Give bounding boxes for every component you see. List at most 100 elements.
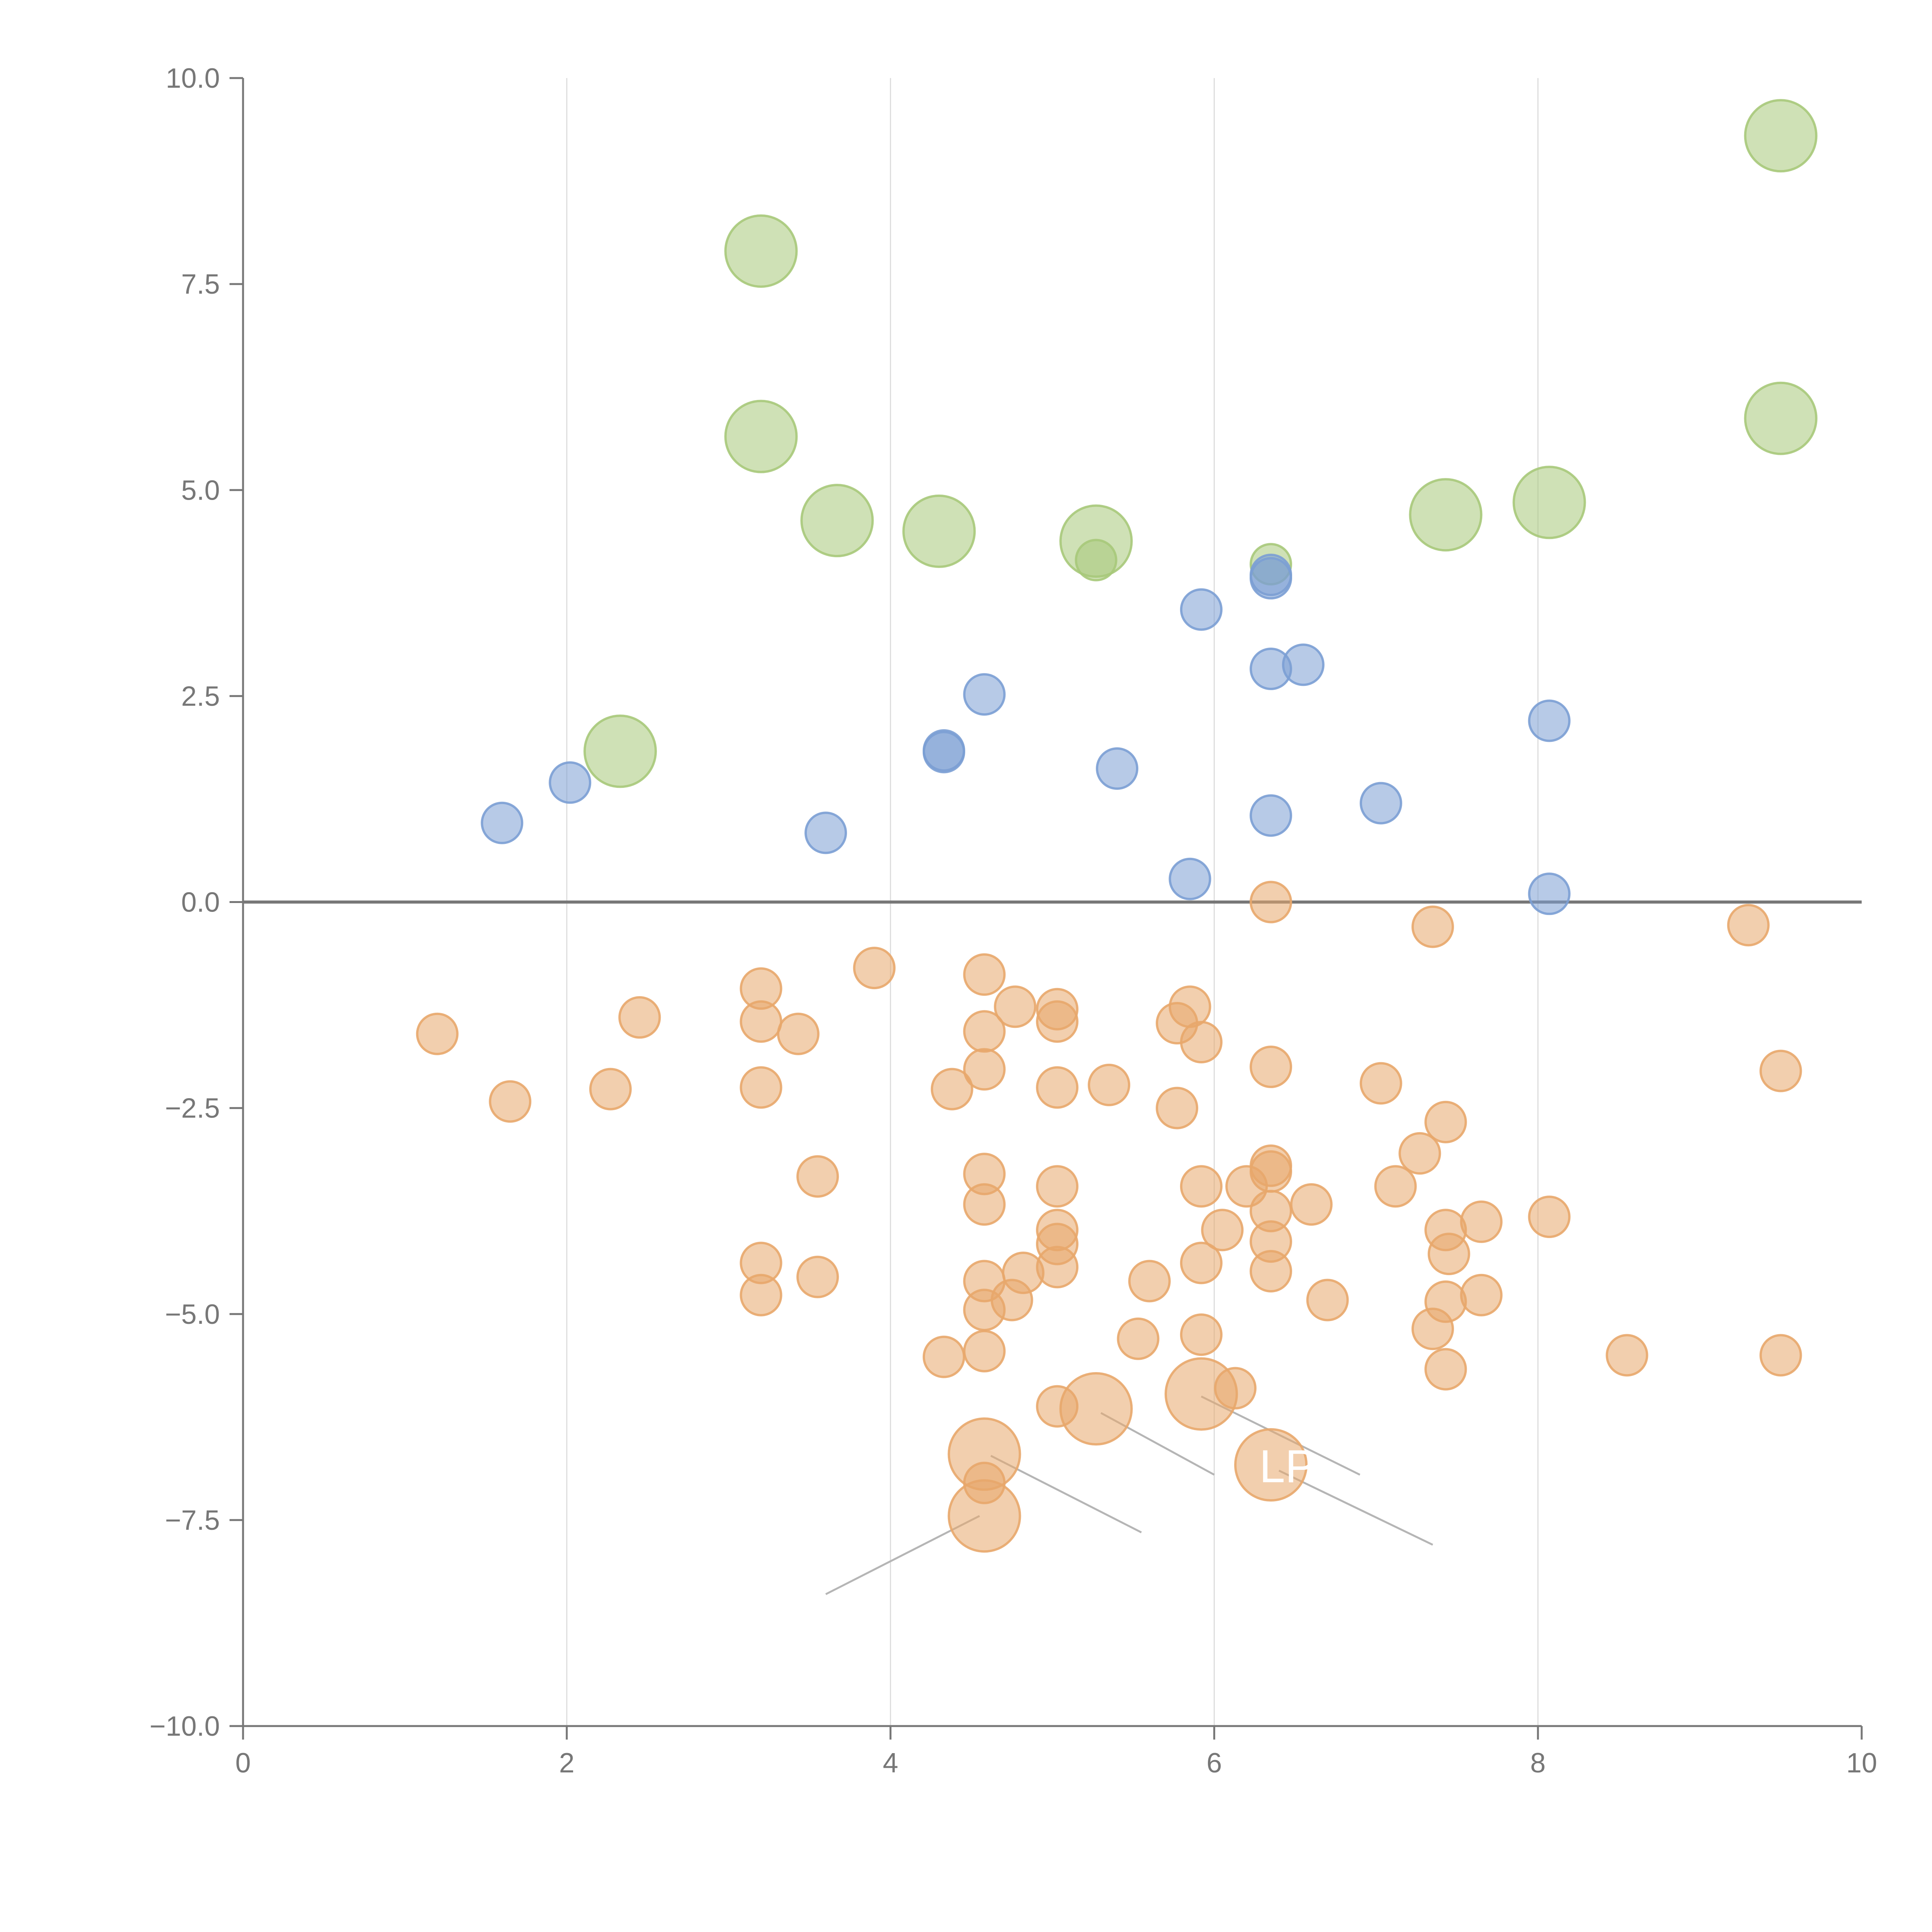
orange-point [1759,1334,1802,1377]
orange-large-point [947,1479,1021,1553]
orange-point [1180,1165,1223,1208]
y-tick-label: 5.0 [181,475,220,506]
orange-large-point [1059,1372,1133,1446]
x-tick-label: 10 [1846,1748,1877,1779]
y-tick-label: 7.5 [181,269,220,300]
orange-point [1424,1100,1467,1143]
blue-point [922,731,965,774]
x-tick-label: 2 [559,1748,575,1779]
orange-point [796,1155,839,1198]
orange-point [963,1330,1006,1372]
orange-point [1411,905,1454,948]
x-tick-label: 8 [1530,1748,1546,1779]
green-point [583,714,657,788]
green-point [800,484,874,558]
blue-point [1528,872,1571,915]
y-tick-label: −5.0 [165,1299,220,1330]
orange-point [963,1183,1006,1226]
green-point [1512,466,1586,539]
orange-point [1411,1308,1454,1350]
orange-point [1727,904,1770,947]
orange-point [963,953,1006,996]
orange-point [930,1068,973,1111]
blue-point [1096,747,1139,790]
orange-point [963,1010,1006,1053]
y-tick-label: −10.0 [150,1711,220,1742]
orange-point [1374,1165,1417,1208]
orange-point [796,1255,839,1298]
y-tick-label: 2.5 [181,681,220,712]
green-point [724,214,798,288]
blue-point [1180,588,1223,631]
orange-point [1180,1313,1223,1356]
y-tick-label: 0.0 [181,887,220,918]
orange-point [1528,1196,1571,1238]
annotation-labels: LP [1259,1440,1316,1492]
orange-point [1250,881,1293,923]
orange-point [1306,1279,1349,1321]
orange-point [1036,1066,1079,1109]
orange-point [1250,1250,1293,1293]
y-tick-label: 10.0 [166,63,220,94]
green-point [902,494,976,568]
orange-point [740,1066,782,1109]
blue-point [1528,699,1571,742]
orange-point [777,1012,820,1055]
orange-point [1180,1021,1223,1064]
orange-point [489,1080,532,1123]
orange-point [1460,1274,1503,1316]
orange-point [1201,1209,1244,1252]
blue-point [1168,857,1211,900]
orange-point [740,1000,782,1043]
orange-point [1398,1132,1441,1175]
x-tick-label: 4 [883,1748,898,1779]
blue-point [1250,557,1293,600]
orange-point [1424,1348,1467,1391]
orange-point [1036,1000,1079,1043]
orange-point [740,1274,782,1316]
leader-lines [825,1395,1434,1595]
blue-point [1250,794,1293,837]
orange-point [1088,1063,1131,1106]
y-tick-label: −2.5 [165,1093,220,1124]
orange-point [618,996,661,1039]
orange-point [1359,1062,1402,1105]
blue-point [549,761,592,804]
orange-point [922,1335,965,1378]
orange-point [1605,1334,1648,1377]
blue-point [804,811,847,854]
green-point [1409,478,1483,552]
data-points [416,99,1818,1553]
blue-point [481,801,524,844]
blue-point [1359,782,1402,825]
orange-large-point [1164,1357,1238,1431]
x-tick-label: 6 [1206,1748,1222,1779]
orange-point [1156,1087,1199,1129]
orange-point [1180,1242,1223,1284]
y-tick-label: −7.5 [165,1505,220,1536]
leader-line [1278,1469,1434,1546]
orange-point [1036,1165,1079,1208]
tick-marks: 0 2 4 6 8 10 −10.0 −7.5 −5.0 −2.5 0.0 2.5 5.0 7.5 10.0 [150,63,1877,1779]
orange-point [1250,1046,1293,1088]
point-annotation: LP [1259,1440,1316,1492]
green-point [1744,99,1818,173]
green-point [724,400,798,473]
x-tick-label: 0 [235,1748,251,1779]
orange-point [1128,1260,1171,1303]
green-small-point [1075,539,1117,582]
blue-point [963,673,1006,716]
orange-point [1460,1200,1503,1243]
orange-large-point [1234,1428,1308,1502]
orange-point [1427,1233,1470,1276]
orange-point [1759,1049,1802,1092]
orange-point [963,1289,1006,1332]
orange-point [994,985,1037,1028]
orange-point [853,947,896,990]
orange-point [1290,1183,1333,1226]
orange-point [416,1012,459,1055]
orange-point [1117,1317,1160,1360]
orange-point [589,1068,632,1111]
orange-point [963,1048,1006,1091]
